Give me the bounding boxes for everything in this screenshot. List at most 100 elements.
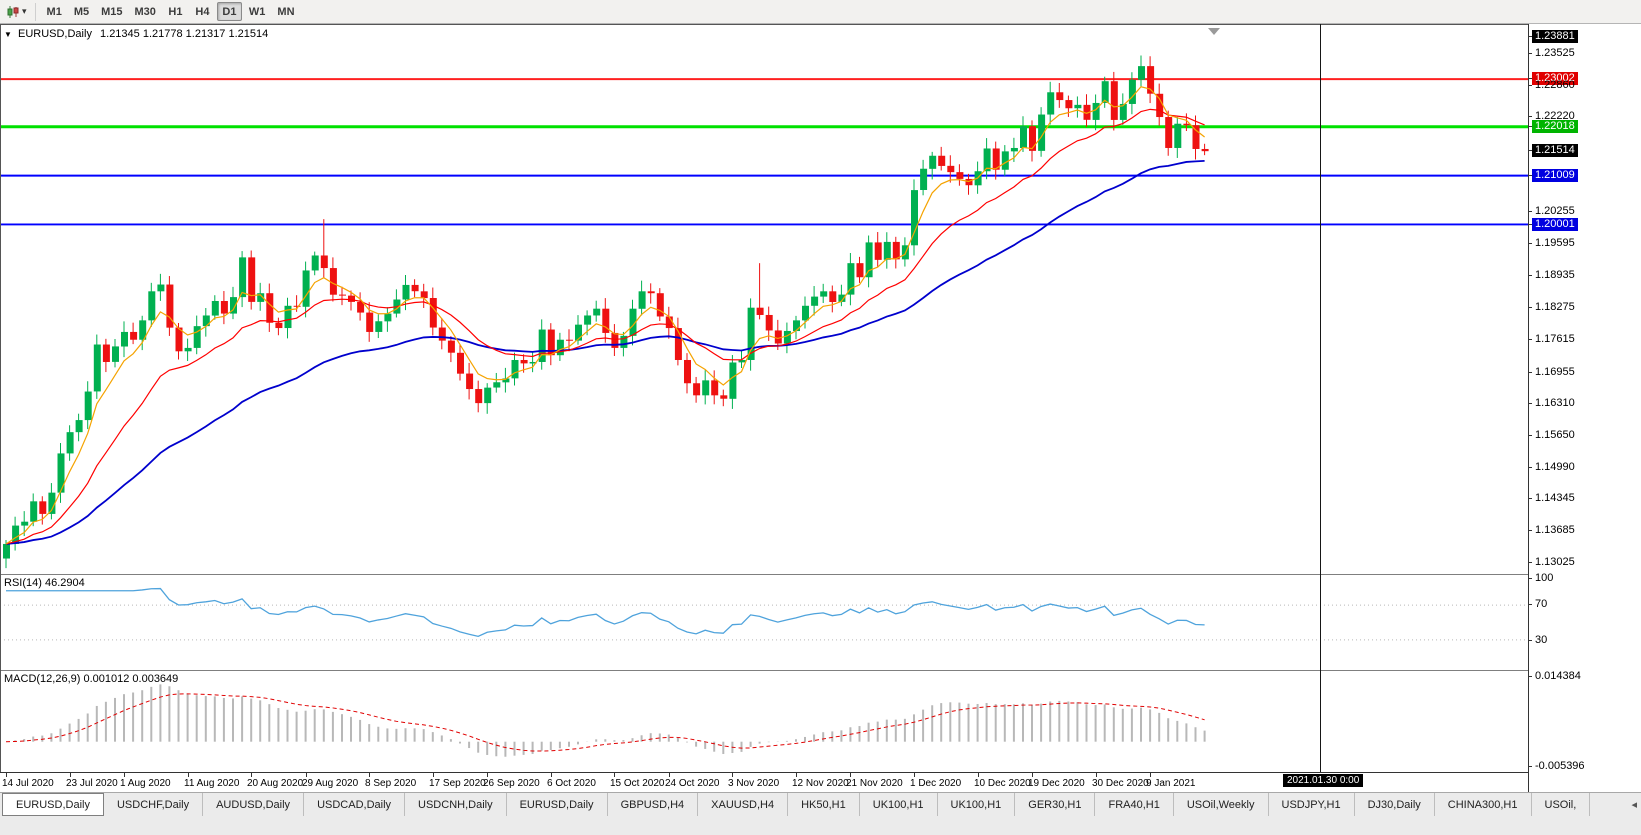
timeframe-button-w1[interactable]: W1 bbox=[244, 2, 271, 21]
chart-tab-ger30-h1[interactable]: GER30,H1 bbox=[1015, 793, 1095, 816]
timeframe-button-h1[interactable]: H1 bbox=[163, 2, 188, 21]
status-bar bbox=[0, 816, 1641, 835]
chart-tab-usdchf-daily[interactable]: USDCHF,Daily bbox=[104, 793, 203, 816]
time-label: 9 Jan 2021 bbox=[1146, 778, 1196, 789]
time-label: 15 Oct 2020 bbox=[610, 778, 664, 789]
time-tick bbox=[70, 773, 71, 777]
time-tick bbox=[487, 773, 488, 777]
chart-tab-usoil-weekly[interactable]: USOil,Weekly bbox=[1174, 793, 1269, 816]
chart-tab-hk50-h1[interactable]: HK50,H1 bbox=[788, 793, 860, 816]
time-label: 3 Nov 2020 bbox=[728, 778, 779, 789]
ma-slow-line bbox=[6, 161, 1205, 544]
scroll-position-marker-icon[interactable] bbox=[1208, 28, 1220, 35]
price-tick: 1.22860 bbox=[1532, 79, 1578, 92]
toolbar-separator bbox=[35, 3, 36, 21]
time-label: 10 Dec 2020 bbox=[974, 778, 1031, 789]
timeframe-button-h4[interactable]: H4 bbox=[190, 2, 215, 21]
candlestick-chart-icon bbox=[6, 5, 21, 19]
timeframe-button-m1[interactable]: M1 bbox=[42, 2, 67, 21]
time-tick bbox=[369, 773, 370, 777]
timeframe-button-m5[interactable]: M5 bbox=[69, 2, 94, 21]
time-tick bbox=[796, 773, 797, 777]
price-tick: 1.17615 bbox=[1532, 333, 1578, 346]
chart-tab-china300-h1[interactable]: CHINA300,H1 bbox=[1435, 793, 1532, 816]
main-chart-panel[interactable]: ▼ EURUSD,Daily 1.21345 1.21778 1.21317 1… bbox=[0, 24, 1528, 574]
time-tick bbox=[306, 773, 307, 777]
chart-tab-eurusd-daily[interactable]: EURUSD,Daily bbox=[507, 793, 608, 816]
price-tick: 1.18935 bbox=[1532, 269, 1578, 282]
macd-axis-tick: 0.014384 bbox=[1532, 670, 1584, 683]
time-label: 21 Nov 2020 bbox=[846, 778, 903, 789]
rsi-axis-tick: 70 bbox=[1532, 598, 1550, 611]
timeframe-group: M1M5M15M30H1H4D1W1MN bbox=[41, 2, 301, 21]
time-label: 8 Sep 2020 bbox=[365, 778, 416, 789]
chart-tab-gbpusd-h4[interactable]: GBPUSD,H4 bbox=[608, 793, 699, 816]
timeframe-button-m30[interactable]: M30 bbox=[130, 2, 161, 21]
chart-type-dropdown-caret-icon: ▾ bbox=[22, 7, 27, 16]
time-label: 17 Sep 2020 bbox=[429, 778, 486, 789]
price-badge: 1.20001 bbox=[1532, 218, 1578, 231]
macd-indicator-label: MACD(12,26,9) 0.001012 0.003649 bbox=[4, 673, 178, 685]
price-tick: 1.13025 bbox=[1532, 556, 1578, 569]
price-tick: 1.23525 bbox=[1532, 47, 1578, 60]
chart-tab-usdcad-daily[interactable]: USDCAD,Daily bbox=[304, 793, 405, 816]
rsi-panel[interactable]: RSI(14) 46.2904 bbox=[0, 574, 1528, 670]
time-label: 6 Oct 2020 bbox=[547, 778, 596, 789]
crosshair-vertical-line[interactable] bbox=[1320, 24, 1321, 772]
price-axis[interactable]: 1.238811.235251.230021.228601.222201.220… bbox=[1528, 24, 1641, 792]
timeframe-button-mn[interactable]: MN bbox=[272, 2, 299, 21]
macd-panel[interactable]: MACD(12,26,9) 0.001012 0.003649 bbox=[0, 670, 1528, 772]
price-badge: 1.21514 bbox=[1532, 144, 1578, 157]
price-tick: 1.15650 bbox=[1532, 429, 1578, 442]
macd-axis-tick: -0.005396 bbox=[1532, 760, 1588, 773]
time-tick bbox=[433, 773, 434, 777]
chart-symbol-label: EURUSD,Daily bbox=[18, 28, 92, 40]
time-tick bbox=[188, 773, 189, 777]
time-tick bbox=[251, 773, 252, 777]
chart-tab-usdjpy-h1[interactable]: USDJPY,H1 bbox=[1269, 793, 1355, 816]
timeframe-button-d1[interactable]: D1 bbox=[217, 2, 242, 21]
collapse-triangle-icon[interactable]: ▼ bbox=[4, 30, 12, 39]
rsi-chart[interactable] bbox=[0, 575, 1528, 670]
price-tick: 1.14990 bbox=[1532, 461, 1578, 474]
time-tick bbox=[124, 773, 125, 777]
chart-type-button[interactable]: ▾ bbox=[3, 4, 30, 20]
time-tick bbox=[614, 773, 615, 777]
chart-tab-xauusd-h4[interactable]: XAUUSD,H4 bbox=[698, 793, 788, 816]
rsi-axis-tick: 30 bbox=[1532, 634, 1550, 647]
chart-tab-uk100-h1[interactable]: UK100,H1 bbox=[938, 793, 1016, 816]
time-tick bbox=[1032, 773, 1033, 777]
time-label: 29 Aug 2020 bbox=[302, 778, 358, 789]
chart-title: ▼ EURUSD,Daily 1.21345 1.21778 1.21317 1… bbox=[4, 28, 273, 40]
time-label: 12 Nov 2020 bbox=[792, 778, 849, 789]
time-label: 24 Oct 2020 bbox=[665, 778, 719, 789]
price-tick: 1.20255 bbox=[1532, 205, 1578, 218]
chart-tab-fra40-h1[interactable]: FRA40,H1 bbox=[1095, 793, 1173, 816]
chart-tab-usoil-[interactable]: USOil, bbox=[1532, 793, 1591, 816]
time-label: 11 Aug 2020 bbox=[184, 778, 239, 789]
price-tick: 1.18275 bbox=[1532, 301, 1578, 314]
timeframe-button-m15[interactable]: M15 bbox=[96, 2, 127, 21]
tab-scroll-left-icon[interactable]: ◂ bbox=[1631, 798, 1637, 811]
macd-chart[interactable] bbox=[0, 671, 1528, 772]
time-label: 14 Jul 2020 bbox=[2, 778, 54, 789]
time-label: 1 Aug 2020 bbox=[120, 778, 171, 789]
price-tick: 1.16955 bbox=[1532, 366, 1578, 379]
horizontal-lines[interactable] bbox=[0, 79, 1528, 224]
chart-ohlc-values: 1.21345 1.21778 1.21317 1.21514 bbox=[100, 28, 268, 40]
chart-tab-uk100-h1[interactable]: UK100,H1 bbox=[860, 793, 938, 816]
price-badge: 1.21009 bbox=[1532, 169, 1578, 182]
chart-tab-audusd-daily[interactable]: AUDUSD,Daily bbox=[203, 793, 304, 816]
time-tick bbox=[551, 773, 552, 777]
time-label: 30 Dec 2020 bbox=[1092, 778, 1149, 789]
chart-tab-dj30-daily[interactable]: DJ30,Daily bbox=[1355, 793, 1435, 816]
price-tick: 1.19595 bbox=[1532, 237, 1578, 250]
candlestick-chart[interactable] bbox=[0, 25, 1528, 574]
price-badge: 1.22018 bbox=[1532, 120, 1578, 133]
time-tick bbox=[914, 773, 915, 777]
time-label: 1 Dec 2020 bbox=[910, 778, 961, 789]
chart-tab-eurusd-daily[interactable]: EURUSD,Daily bbox=[2, 793, 104, 816]
chart-tab-usdcnh-daily[interactable]: USDCNH,Daily bbox=[405, 793, 507, 816]
crosshair-date-badge: 2021.01.30 0:00 bbox=[1283, 774, 1363, 787]
time-tick bbox=[669, 773, 670, 777]
